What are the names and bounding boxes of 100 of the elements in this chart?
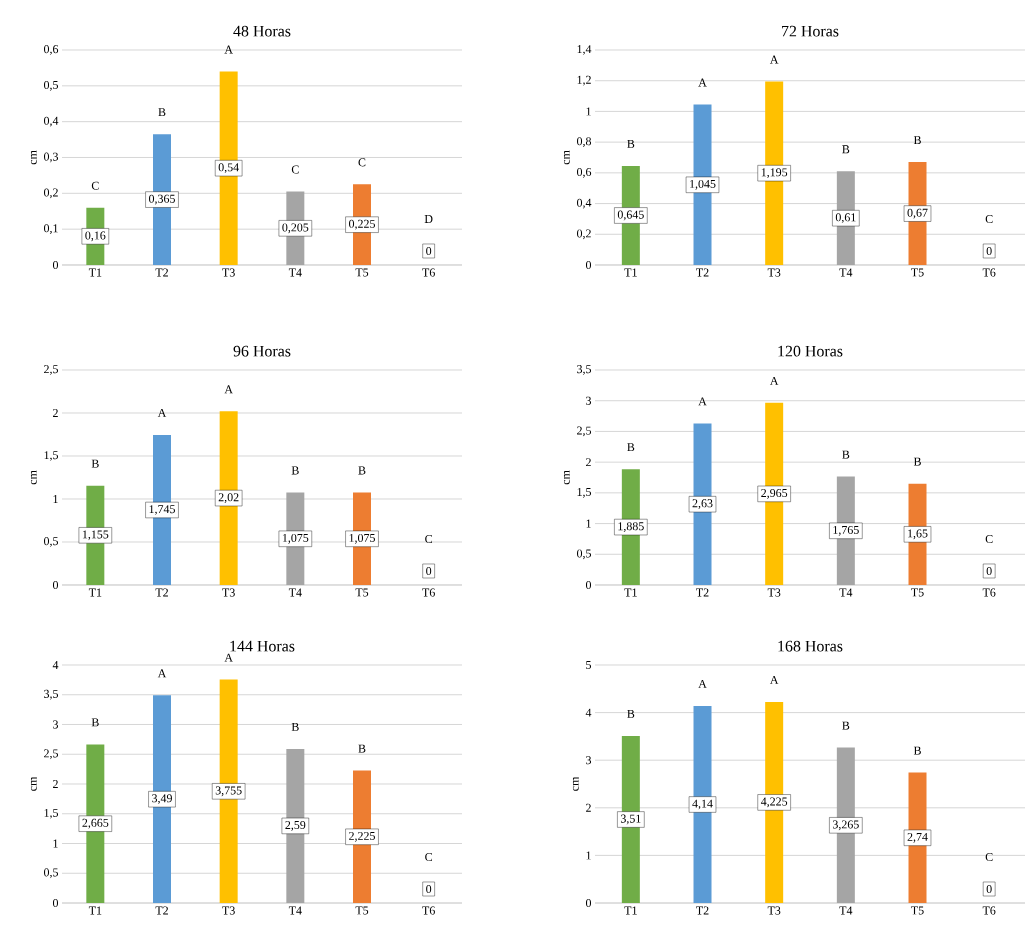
y-tick-label: 3 (53, 720, 59, 729)
data-label: 3,755 (215, 786, 242, 797)
data-label: 3,265 (832, 820, 859, 831)
x-tick-label: T6 (422, 906, 435, 915)
y-tick-label: 5 (586, 661, 592, 669)
data-label: 1,195 (761, 168, 788, 179)
x-tick-label: T3 (767, 268, 781, 277)
data-label: 2,225 (349, 831, 375, 842)
chart-title: 144 Horas (230, 640, 295, 652)
annotation: A (224, 385, 233, 394)
data-label: 0,61 (835, 213, 856, 224)
y-tick-label: 0,6 (43, 45, 59, 55)
annotation: B (358, 744, 366, 753)
x-tick-label: T5 (355, 268, 369, 277)
annotation: D (424, 215, 433, 223)
data-label: 1,885 (618, 522, 644, 532)
chart-title: 168 Horas (778, 640, 843, 652)
x-tick-label: T5 (355, 906, 369, 915)
y-axis-title: cm (563, 470, 570, 485)
y-tick-label: 0,6 (577, 167, 592, 178)
annotation: C (985, 852, 993, 862)
y-tick-label: 0 (52, 260, 59, 270)
y-tick-label: 0 (585, 260, 592, 270)
annotation: C (425, 852, 432, 862)
x-tick-label: T4 (288, 268, 302, 277)
data-label: 0,645 (617, 210, 644, 221)
y-tick-label: 1,5 (577, 487, 592, 498)
y-tick-label: 0,3 (43, 152, 59, 163)
data-label: 2,665 (82, 818, 109, 829)
y-tick-label: 2 (53, 780, 58, 788)
data-label: 1,155 (82, 530, 109, 541)
annotation: A (224, 45, 233, 54)
y-tick-label: 0,5 (43, 537, 59, 547)
data-label: 1,045 (690, 179, 716, 190)
data-label: 3,49 (152, 794, 172, 805)
text: A (224, 653, 233, 662)
x-tick-label: T4 (288, 906, 302, 915)
y-tick-label: 1 (586, 107, 591, 116)
annotation: C (985, 534, 993, 543)
data-label: 0 (426, 246, 432, 256)
y-tick-label: 0,2 (577, 229, 591, 240)
annotation: B (358, 466, 366, 475)
data-label: 0 (986, 566, 992, 576)
annotation: C (985, 214, 993, 223)
y-axis-title: cm (30, 470, 37, 485)
data-label: 1,745 (149, 505, 175, 515)
x-tick-label: T2 (155, 588, 168, 597)
x-tick-label: T6 (982, 588, 996, 597)
annotation: B (913, 136, 921, 145)
x-tick-label: T5 (911, 268, 924, 277)
annotation: A (698, 78, 707, 87)
annotation: B (158, 108, 166, 117)
chart-title: 120 Horas (778, 345, 843, 357)
chart-title: 48 Horas (233, 25, 291, 37)
data-label: 0,225 (349, 219, 375, 230)
y-tick-label: 3 (586, 756, 592, 765)
y-tick-label: 4 (52, 661, 59, 669)
y-tick-label: 0,5 (43, 868, 59, 879)
x-tick-label: T4 (288, 588, 302, 597)
data-label: 1,075 (282, 533, 309, 544)
data-label: 0,205 (282, 223, 309, 234)
x-tick-label: T4 (839, 906, 853, 915)
x-tick-label: T2 (696, 588, 709, 597)
y-tick-label: 0 (585, 580, 592, 590)
y-tick-label: 3 (586, 396, 592, 405)
annotation: B (842, 450, 850, 459)
y-tick-label: 1,4 (577, 45, 592, 55)
data-label: 4,225 (760, 797, 788, 808)
y-tick-label: 1 (586, 851, 591, 860)
annotation: A (157, 669, 167, 678)
annotation: A (157, 408, 167, 417)
y-tick-label: 0,2 (43, 188, 58, 199)
y-tick-label: 3,5 (44, 689, 59, 700)
annotation: B (91, 459, 99, 468)
annotation: B (627, 139, 635, 148)
x-tick-label: T5 (911, 588, 924, 597)
x-tick-label: T4 (839, 268, 853, 277)
data-label: 0,365 (149, 194, 175, 205)
x-tick-label: T2 (696, 268, 709, 277)
y-tick-label: 0 (585, 898, 592, 908)
annotation: A (769, 675, 779, 684)
y-tick-label: 4 (585, 708, 592, 717)
annotation: A (698, 679, 707, 688)
annotation: B (291, 466, 299, 475)
y-tick-label: 0,4 (577, 198, 592, 209)
data-label: 0 (426, 884, 432, 894)
data-label: 0,67 (907, 208, 928, 219)
y-tick-label: 1,2 (577, 75, 591, 86)
y-tick-label: 1,5 (44, 808, 59, 819)
x-tick-label: T6 (982, 268, 996, 277)
x-tick-label: T3 (767, 906, 781, 915)
y-tick-label: 0 (52, 898, 59, 908)
y-tick-label: 2,5 (577, 426, 592, 437)
y-tick-label: 1 (53, 839, 58, 848)
data-label: 2,59 (285, 821, 306, 831)
annotation: B (842, 145, 850, 154)
y-tick-label: 2,5 (44, 749, 59, 760)
x-tick-label: T2 (155, 268, 168, 277)
y-tick-label: 1 (53, 495, 58, 503)
x-tick-label: T3 (222, 268, 235, 277)
